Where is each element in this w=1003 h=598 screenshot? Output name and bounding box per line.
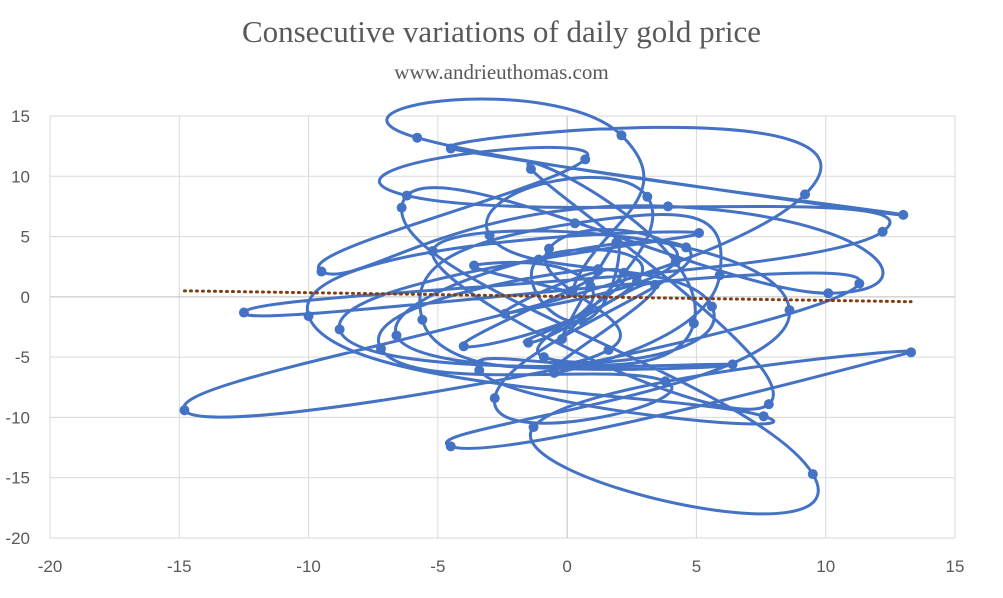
data-point: [585, 281, 596, 292]
data-point: [616, 130, 627, 141]
data-point: [681, 242, 692, 253]
data-point: [544, 243, 555, 254]
trendline: [182, 289, 913, 304]
data-point: [593, 264, 604, 275]
data-point: [898, 209, 909, 220]
data-point: [445, 441, 456, 452]
data-point: [538, 352, 549, 363]
data-point: [714, 270, 725, 281]
x-tick-label: -15: [167, 557, 192, 576]
x-tick-label: 10: [816, 557, 835, 576]
data-point: [528, 422, 539, 433]
data-point: [727, 359, 738, 370]
x-tick-label: 0: [562, 557, 571, 576]
x-tick-label: 15: [946, 557, 965, 576]
data-point: [688, 318, 699, 329]
y-tick-label: -5: [15, 348, 30, 367]
y-tick-label: -20: [5, 529, 30, 548]
x-tick-label: -5: [430, 557, 445, 576]
data-point: [603, 344, 614, 355]
y-tick-label: -15: [5, 469, 30, 488]
data-point: [396, 202, 407, 213]
data-point: [619, 267, 630, 278]
data-point: [706, 301, 717, 312]
data-point: [906, 347, 917, 358]
data-point: [417, 314, 428, 325]
data-point: [375, 343, 386, 354]
data-point: [316, 266, 327, 277]
data-point: [500, 308, 511, 319]
data-point: [489, 393, 500, 404]
y-tick-label: -10: [5, 408, 30, 427]
data-point: [670, 256, 681, 267]
data-point: [650, 279, 661, 290]
data-point: [391, 330, 402, 341]
data-point: [412, 132, 423, 143]
x-tick-label: -10: [296, 557, 321, 576]
data-point: [611, 237, 622, 248]
y-tick-label: 10: [11, 167, 30, 186]
data-point: [694, 227, 705, 238]
data-point: [445, 143, 456, 154]
data-point: [662, 201, 673, 212]
data-point: [469, 260, 480, 271]
data-point: [484, 230, 495, 241]
chart-subtitle: www.andrieuthomas.com: [394, 60, 609, 84]
data-point: [564, 287, 575, 298]
data-point: [763, 399, 774, 410]
y-tick-label: 0: [21, 288, 30, 307]
data-point: [660, 376, 671, 387]
data-point: [401, 190, 412, 201]
y-tick-label: 5: [21, 228, 30, 247]
data-point: [523, 337, 534, 348]
data-point: [458, 341, 469, 352]
data-point: [238, 307, 249, 318]
data-point: [577, 315, 588, 326]
y-tick-label: 15: [11, 107, 30, 126]
data-point: [556, 334, 567, 345]
data-point: [179, 405, 190, 416]
data-point: [474, 365, 485, 376]
data-point: [807, 469, 818, 480]
data-point: [784, 305, 795, 316]
data-point: [854, 278, 865, 289]
series-line: [182, 97, 915, 516]
data-point: [533, 254, 544, 265]
data-point: [334, 324, 345, 335]
data-point: [800, 189, 811, 200]
x-tick-label: 5: [692, 557, 701, 576]
data-point: [569, 218, 580, 229]
data-point: [877, 226, 888, 237]
data-point: [303, 311, 314, 322]
chart-title: Consecutive variations of daily gold pri…: [241, 14, 762, 49]
data-point: [642, 191, 653, 202]
x-tick-label: -20: [38, 557, 63, 576]
data-point: [631, 276, 642, 287]
data-point: [823, 288, 834, 299]
data-point: [580, 154, 591, 165]
data-point: [427, 246, 438, 257]
data-point: [525, 164, 536, 175]
data-point: [549, 367, 560, 378]
data-point: [758, 411, 769, 422]
